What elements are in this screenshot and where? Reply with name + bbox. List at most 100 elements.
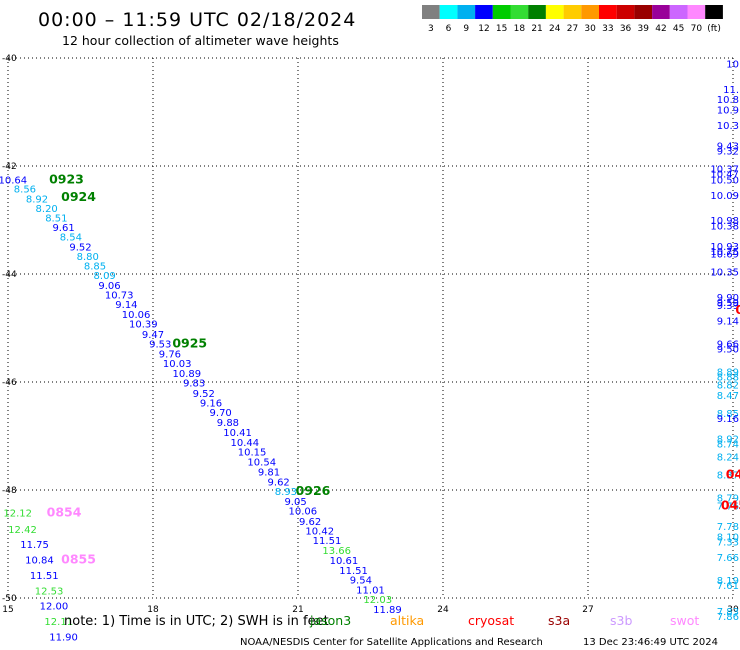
wave-height-label: 11.: [723, 85, 739, 96]
wave-height-label: 10.73: [105, 291, 134, 302]
colorbar-label: 33: [602, 24, 613, 34]
y-tick-label: -50: [2, 594, 17, 604]
wave-height-label: 10.41: [223, 428, 252, 439]
wave-height-label: 9.81: [258, 468, 280, 479]
wave-height-label: 8.74: [717, 440, 739, 451]
satellite-legend-jason3: jason3: [309, 613, 351, 628]
wave-height-label: 8.09: [94, 271, 116, 282]
pass-id-label: 0: [735, 302, 740, 317]
pass-id-label: 0925: [172, 336, 207, 351]
wave-height-label: 9.53: [149, 340, 171, 351]
colorbar-swatch: [457, 5, 476, 19]
pass-id-label: 045: [721, 498, 740, 513]
wave-height-label: 8.19: [717, 576, 739, 587]
wave-height-label: 10.75: [710, 247, 739, 258]
wave-height-label: 8.85: [717, 409, 739, 420]
x-tick-label: 18: [147, 605, 159, 615]
x-tick-label: 21: [292, 605, 303, 615]
pass-id-label: 0923: [49, 172, 84, 187]
colorbar-label: 24: [549, 24, 561, 34]
colorbar-swatch: [705, 5, 723, 19]
wave-height-label: 10.03: [163, 359, 192, 370]
wave-height-label: 12.53: [35, 586, 64, 597]
wave-height-label: 9.43: [717, 141, 739, 152]
colorbar-swatch: [439, 5, 458, 19]
wave-height-label: 9.52: [69, 242, 91, 253]
wave-height-label: 13.66: [322, 546, 351, 557]
colorbar: 3 6 9 12 15 18 21 24 27 30 33 36 39 42 45 70 (ft): [422, 5, 723, 34]
wave-height-label: 8.10: [717, 532, 739, 543]
pass-id-label: 0926: [296, 483, 331, 498]
wave-height-label: 8.51: [45, 213, 67, 224]
satellite-legend-s3b: s3b: [610, 613, 632, 628]
note-text: note: 1) Time is in UTC; 2) SWH is in fe…: [64, 614, 329, 629]
wave-height-label: 12.42: [8, 525, 37, 536]
wave-height-label: 12.11: [44, 617, 73, 628]
colorbar-swatch: [492, 5, 511, 19]
axis-ticks: 15 18 21 24 27 30 -40 -42 -44 -46 -48 -50: [2, 54, 739, 615]
wave-height-label: 8.20: [36, 204, 58, 215]
wave-height-label: 7.83: [717, 607, 739, 618]
wave-height-label: 10.15: [238, 448, 267, 459]
wave-height-label: 9.14: [717, 316, 739, 327]
wave-height-label: 7.78: [717, 522, 739, 533]
wave-height-label: 10.61: [330, 556, 359, 567]
wave-height-label: 10.44: [231, 438, 260, 449]
satellite-legend-swot: swot: [670, 613, 699, 628]
wave-height-points: 10.648.568.928.208.519.618.549.528.808.8…: [0, 59, 739, 643]
colorbar-label: 18: [514, 24, 526, 34]
wave-height-label: 10.42: [305, 527, 334, 538]
pass-id-label: 0855: [61, 552, 96, 567]
wave-height-label: 9.52: [193, 389, 215, 400]
wave-height-label: 10.64: [0, 176, 27, 187]
wave-height-label: 7.66: [717, 553, 739, 564]
wave-height-label: 10.06: [289, 507, 318, 518]
wave-height-label: 11.51: [313, 536, 342, 547]
wave-height-label: 9.16: [717, 414, 739, 425]
wave-height-label: 10.09: [710, 191, 739, 202]
satellite-legend-altika: altika: [390, 613, 424, 628]
wave-height-label: 9.14: [115, 300, 137, 311]
wave-height-label: 9.54: [350, 576, 372, 587]
wave-height-label: 12.00: [40, 602, 69, 613]
wave-height-label: 9.47: [142, 330, 164, 341]
colorbar-swatch: [475, 5, 493, 19]
wave-height-label: 9.39: [717, 301, 739, 312]
colorbar-label: 15: [496, 24, 507, 34]
colorbar-label: 70: [691, 24, 703, 34]
wave-height-label: 8.92: [26, 194, 48, 205]
wave-height-label: 10.37: [710, 165, 739, 176]
chart-subtitle: 12 hour collection of altimeter wave hei…: [62, 33, 339, 48]
wave-height-label: 12.03: [363, 595, 392, 606]
wave-height-label: 11.90: [49, 632, 78, 643]
colorbar-swatch: [581, 5, 599, 19]
y-tick-label: -42: [2, 162, 17, 172]
pass-id-label: 0854: [47, 505, 82, 520]
wave-height-label: 10.93: [710, 242, 739, 253]
wave-height-label: 7.61: [717, 581, 739, 592]
wave-height-label: 9.62: [268, 477, 290, 488]
wave-height-label: 9.62: [299, 517, 321, 528]
colorbar-label: 39: [638, 24, 650, 34]
wave-height-label: 7.76: [717, 502, 739, 513]
wave-height-label: 10.9: [717, 105, 739, 116]
wave-height-label: 8.85: [84, 261, 106, 272]
wave-height-label: 10.47: [710, 170, 739, 181]
satellite-legend-s3a: s3a: [548, 613, 570, 628]
y-tick-label: -48: [2, 486, 17, 496]
pass-id-label: 0924: [61, 189, 96, 204]
satellite-legend-cryosat: cryosat: [468, 613, 514, 628]
colorbar-label: 42: [655, 24, 666, 34]
colorbar-swatch: [652, 5, 670, 19]
colorbar-swatch: [528, 5, 546, 19]
colorbar-label: 45: [673, 24, 684, 34]
colorbar-label: 3: [428, 24, 434, 34]
plot-grid: [7, 57, 734, 599]
pass-id-label: 045: [726, 466, 740, 481]
wave-height-label: 7.33: [717, 537, 739, 548]
wave-height-label: 12.12: [3, 509, 32, 520]
wave-height-label: 9.32: [717, 146, 739, 157]
colorbar-swatch: [510, 5, 529, 19]
colorbar-swatch: [616, 5, 635, 19]
